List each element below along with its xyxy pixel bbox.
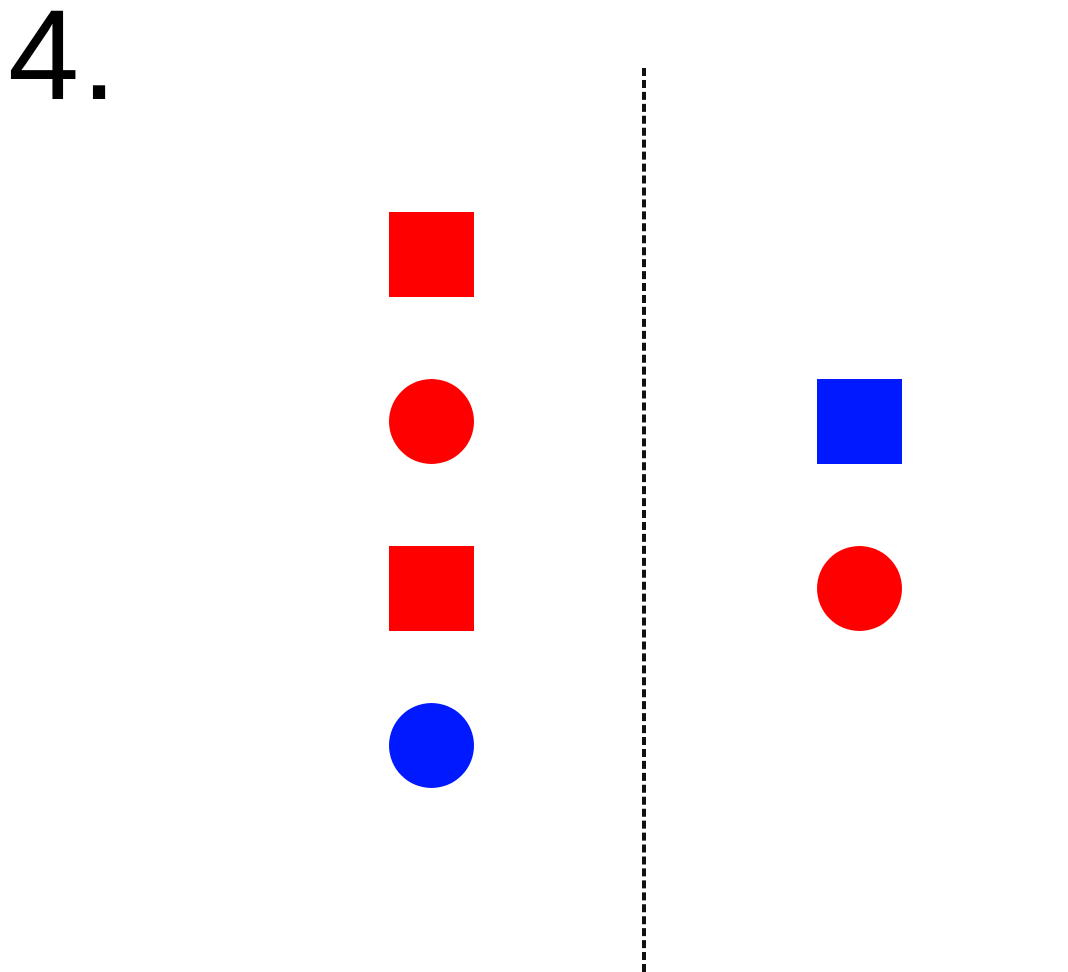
blue-square [817,379,902,464]
red-circle [817,546,902,631]
red-circle [389,379,474,464]
red-square [389,212,474,297]
item-number-label: 4. [8,0,119,127]
red-square [389,546,474,631]
dashed-divider-line [642,68,646,972]
blue-circle [389,703,474,788]
